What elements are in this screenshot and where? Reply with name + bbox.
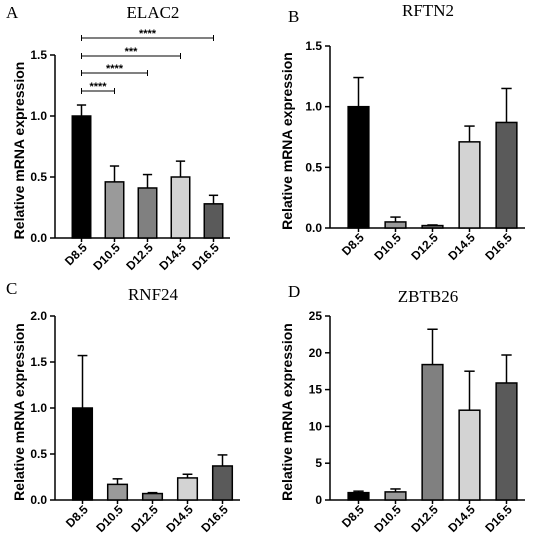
chart-panel-a: A ELAC2 Relative mRNA expression 0.0 0.5 1.0 1… [6,3,230,273]
x-tick-label: D14.5 [156,240,189,273]
x-tick-label: D14.5 [445,230,478,263]
y-tick-label: 1.0 [30,401,47,415]
bar [495,121,518,229]
y-axis-label: Relative mRNA expression [11,323,27,501]
x-tick-label: D16.5 [482,230,515,263]
bar [347,491,370,501]
y-tick-label: 1.0 [305,100,322,114]
chart-title: ZBTB26 [398,287,458,306]
panel-letter: C [6,279,17,298]
x-tick-label: D10.5 [371,230,404,263]
y-tick-label: 1.5 [305,39,322,53]
significance-label: **** [89,81,107,93]
x-tick-label: D14.5 [445,502,478,535]
x-tick-label: D8.5 [63,502,91,530]
x-tick-label: D8.5 [62,240,90,268]
x-tick-label: D16.5 [198,502,231,535]
bar [211,465,234,501]
chart-title: RFTN2 [402,1,454,20]
x-tick-label: D10.5 [371,502,404,535]
x-tick-label: D12.5 [408,230,441,263]
significance-label: **** [139,28,157,40]
bar [141,492,164,501]
y-tick-label: 0.0 [305,221,322,235]
y-tick-label: 1.0 [30,109,47,123]
y-axis-label: Relative mRNA expression [279,52,295,230]
y-tick-label: 2.0 [30,309,47,323]
x-tick-label: D14.5 [163,502,196,535]
bar [170,176,191,239]
bar [384,221,407,229]
chart-title: ELAC2 [127,3,180,22]
bar [203,203,224,239]
bar [421,363,444,501]
chart-panel-c: C RNF24 Relative mRNA expression 0.0 0.5 1.0 1… [6,279,240,535]
x-tick-label: D16.5 [482,502,515,535]
significance-label: *** [125,46,139,58]
x-tick-label: D10.5 [93,502,126,535]
y-tick-label: 20 [309,346,323,360]
y-tick-label: 25 [309,309,323,323]
x-tick-label: D8.5 [339,230,367,258]
y-axis-label: Relative mRNA expression [11,62,27,240]
y-tick-label: 0.5 [305,160,322,174]
y-tick-label: 5 [315,456,322,470]
y-tick-label: 15 [309,383,323,397]
bar [71,407,94,501]
x-tick-label: D12.5 [128,502,161,535]
bar [137,187,158,239]
bar [176,477,199,501]
chart-title: RNF24 [128,285,179,304]
x-tick-label: D12.5 [408,502,441,535]
x-tick-label: D12.5 [123,240,156,273]
y-tick-label: 0 [315,493,322,507]
y-tick-label: 0.0 [30,493,47,507]
y-tick-label: 0.5 [30,447,47,461]
x-tick-label: D10.5 [90,240,123,273]
y-tick-label: 1.5 [30,355,47,369]
bar [458,409,481,501]
bar [106,483,129,501]
y-axis-label: Relative mRNA expression [279,323,295,501]
bar [104,181,125,239]
bar [384,491,407,501]
chart-panel-b: B RFTN2 Relative mRNA expression 0.0 0.5 1.0 1… [279,1,525,263]
chart-panel-d: D ZBTB26 Relative mRNA expression 0 5 10 15 20 2… [279,282,525,535]
y-tick-label: 0.0 [30,231,47,245]
bar [421,224,444,229]
panel-letter: A [6,3,19,22]
bar [71,115,92,239]
x-tick-label: D16.5 [189,240,222,273]
y-tick-label: 10 [309,419,323,433]
panel-letter: D [288,282,300,301]
y-tick-label: 1.5 [30,48,47,62]
significance-label: **** [106,63,124,75]
bar [347,105,370,229]
panel-letter: B [288,7,299,26]
y-tick-label: 0.5 [30,170,47,184]
bar [458,141,481,229]
x-tick-label: D8.5 [339,502,367,530]
bar [495,382,518,501]
